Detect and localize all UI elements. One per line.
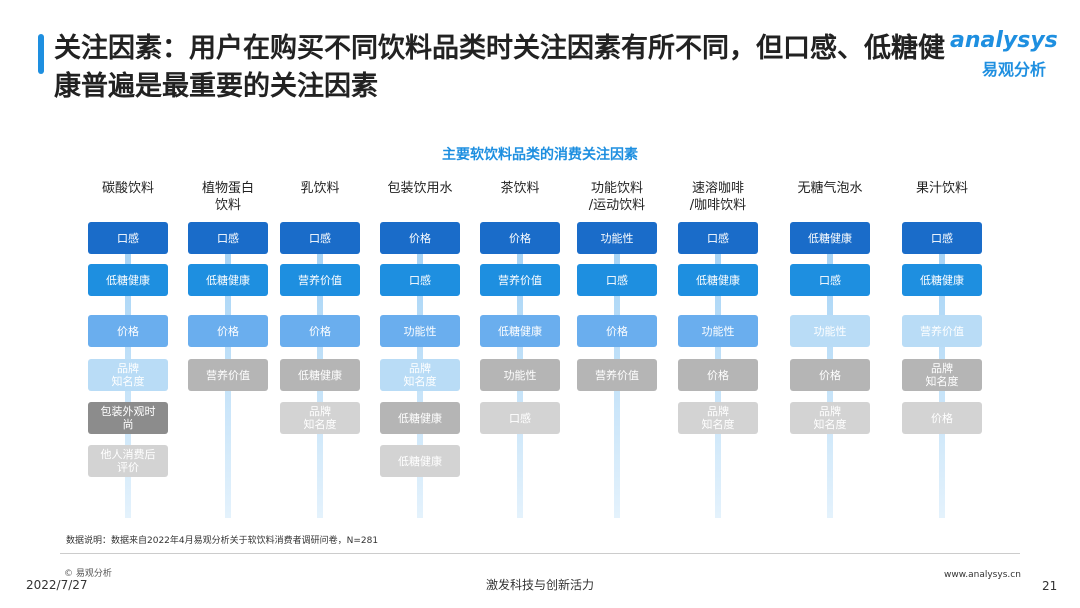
- date: 2022/7/27: [26, 578, 88, 592]
- factor-box: 价格: [577, 315, 657, 347]
- factor-box: 功能性: [380, 315, 460, 347]
- title-bar: [38, 34, 44, 74]
- factor-box: 价格: [480, 222, 560, 254]
- factor-box: 低糖健康: [380, 445, 460, 477]
- factor-box: 口感: [188, 222, 268, 254]
- factor-box: 营养价值: [480, 264, 560, 296]
- factor-box: 低糖健康: [902, 264, 982, 296]
- factor-box: 营养价值: [188, 359, 268, 391]
- factor-box: 口感: [280, 222, 360, 254]
- column-name: 植物蛋白 饮料: [201, 181, 254, 213]
- factor-box: 价格: [88, 315, 168, 347]
- factor-box: 功能性: [678, 315, 758, 347]
- column-name: 乳饮料: [300, 181, 340, 196]
- column-name: 碳酸饮料: [101, 181, 154, 196]
- column-name: 包装饮用水: [387, 181, 453, 196]
- factor-box: 营养价值: [902, 315, 982, 347]
- title: 关注因素：用户在购买不同饮料品类时关注因素有所不同，但口感、低糖健康普遍是最重要…: [54, 33, 945, 102]
- factor-box: 价格: [902, 402, 982, 434]
- factor-box: 口感: [480, 402, 560, 434]
- factor-box: 低糖健康: [380, 402, 460, 434]
- factor-box: 品牌 知名度: [902, 359, 982, 391]
- divider: [60, 553, 1020, 554]
- factor-box: 价格: [280, 315, 360, 347]
- column-name: 速溶咖啡 /咖啡饮料: [689, 181, 747, 213]
- factor-box: 口感: [902, 222, 982, 254]
- logo-cn: 易观分析: [982, 60, 1047, 79]
- url: www.analysys.cn: [944, 570, 1021, 580]
- factor-box: 营养价值: [577, 359, 657, 391]
- factor-box: 功能性: [577, 222, 657, 254]
- factor-box: 包装外观时 尚: [88, 402, 168, 434]
- factor-box: 价格: [188, 315, 268, 347]
- page-number: 21: [1042, 579, 1058, 593]
- factor-box: 他人消费后 评价: [88, 445, 168, 477]
- factor-box: 低糖健康: [790, 222, 870, 254]
- factor-box: 价格: [678, 359, 758, 391]
- factor-box: 口感: [678, 222, 758, 254]
- factor-box: 价格: [380, 222, 460, 254]
- factor-box: 品牌 知名度: [88, 359, 168, 391]
- factor-box: 口感: [577, 264, 657, 296]
- factor-box: 功能性: [790, 315, 870, 347]
- factor-box: 口感: [380, 264, 460, 296]
- factor-box: 低糖健康: [480, 315, 560, 347]
- factor-box: 品牌 知名度: [380, 359, 460, 391]
- factor-box: 功能性: [480, 359, 560, 391]
- column-name: 无糖气泡水: [797, 181, 863, 196]
- column-name: 茶饮料: [500, 181, 540, 196]
- factor-box: 品牌 知名度: [280, 402, 360, 434]
- copyright: © 易观分析: [64, 569, 112, 579]
- factor-box: 口感: [790, 264, 870, 296]
- diagram-title: 主要软饮料品类的消费关注因素: [442, 147, 638, 163]
- logo: analysys: [950, 28, 1058, 53]
- note: 数据说明：数据来自2022年4月易观分析关于软饮料消费者调研问卷，N=281: [66, 536, 379, 546]
- factor-box: 低糖健康: [678, 264, 758, 296]
- factor-box: 品牌 知名度: [678, 402, 758, 434]
- column-name: 功能饮料 /运动饮料: [588, 181, 646, 213]
- column-name: 果汁饮料: [915, 181, 968, 196]
- factor-box: 品牌 知名度: [790, 402, 870, 434]
- factor-box: 口感: [88, 222, 168, 254]
- factor-box: 低糖健康: [188, 264, 268, 296]
- factor-box: 低糖健康: [280, 359, 360, 391]
- factor-box: 价格: [790, 359, 870, 391]
- slogan: 激发科技与创新活力: [485, 578, 594, 592]
- factor-box: 低糖健康: [88, 264, 168, 296]
- factor-box: 营养价值: [280, 264, 360, 296]
